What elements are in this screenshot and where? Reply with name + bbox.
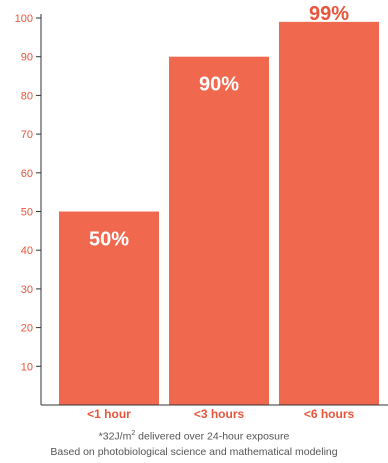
bar-value-label: 50% [89,229,129,251]
footnote-methodology: Based on photobiological science and mat… [50,446,338,458]
y-tick-label: 20 [21,323,33,335]
y-tick-label: 10 [21,361,33,373]
y-axis: 10 20 30 40 50 60 70 80 90 100 [15,13,42,405]
bars: 50% 90% 99% [59,3,379,406]
y-tick-label: 80 [21,90,33,102]
bar-3 [279,21,379,406]
y-tick-label: 40 [21,245,33,257]
y-tick-label: 60 [21,168,33,180]
x-axis: <1 hour <3 hours <6 hours [41,404,388,421]
x-category-label: <6 hours [304,407,355,421]
bar-2 [169,56,269,405]
y-tick-label: 70 [21,129,33,141]
footnote-exposure-superscript: 2 [131,430,136,437]
y-tick-label: 30 [21,284,33,296]
y-tick-label: 50 [21,207,33,219]
bar-1 [59,211,159,405]
y-tick-label: 100 [15,13,33,25]
x-category-label: <1 hour [87,407,131,421]
footnote-exposure-prefix: *32J/m [98,430,132,443]
x-category-label: <3 hours [194,407,245,421]
footnote-exposure: *32J/m2 delivered over 24-hour exposure [0,430,388,443]
y-tick-label: 90 [21,52,33,64]
footnote-exposure-suffix: delivered over 24-hour exposure [135,430,290,443]
bar-value-label: 99% [309,3,349,25]
bar-value-label: 90% [199,74,239,96]
